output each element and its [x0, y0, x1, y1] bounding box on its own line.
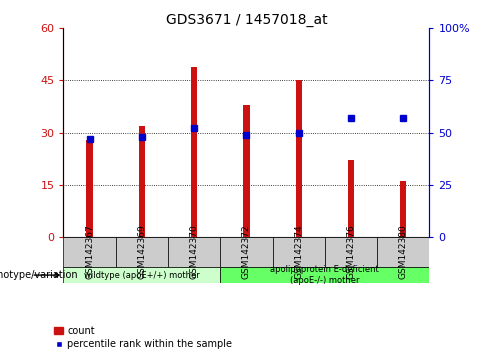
Bar [377, 237, 429, 267]
Text: GSM142376: GSM142376 [346, 224, 356, 279]
Bar [348, 160, 354, 237]
Bar [86, 139, 93, 237]
Text: GSM142374: GSM142374 [294, 224, 303, 279]
Bar [296, 80, 302, 237]
Text: GSM142380: GSM142380 [399, 224, 408, 279]
Text: GSM142367: GSM142367 [85, 224, 94, 279]
Bar [244, 105, 249, 237]
Title: GDS3671 / 1457018_at: GDS3671 / 1457018_at [165, 13, 327, 27]
Bar [220, 267, 429, 283]
Text: GSM142370: GSM142370 [190, 224, 199, 279]
Text: genotype/variation: genotype/variation [0, 270, 78, 280]
Bar [220, 237, 273, 267]
Text: GSM142369: GSM142369 [137, 224, 146, 279]
Bar [191, 67, 197, 237]
Bar [116, 237, 168, 267]
Legend: count, percentile rank within the sample: count, percentile rank within the sample [54, 326, 232, 349]
Bar [63, 237, 116, 267]
Bar [139, 126, 145, 237]
Text: wildtype (apoE+/+) mother: wildtype (apoE+/+) mother [84, 270, 200, 280]
Bar [325, 237, 377, 267]
Bar [168, 237, 220, 267]
Bar [273, 237, 325, 267]
Bar [63, 267, 220, 283]
Text: GSM142372: GSM142372 [242, 224, 251, 279]
Text: apolipoprotein E-deficient
(apoE-/-) mother: apolipoprotein E-deficient (apoE-/-) mot… [270, 266, 379, 285]
Bar [400, 181, 407, 237]
